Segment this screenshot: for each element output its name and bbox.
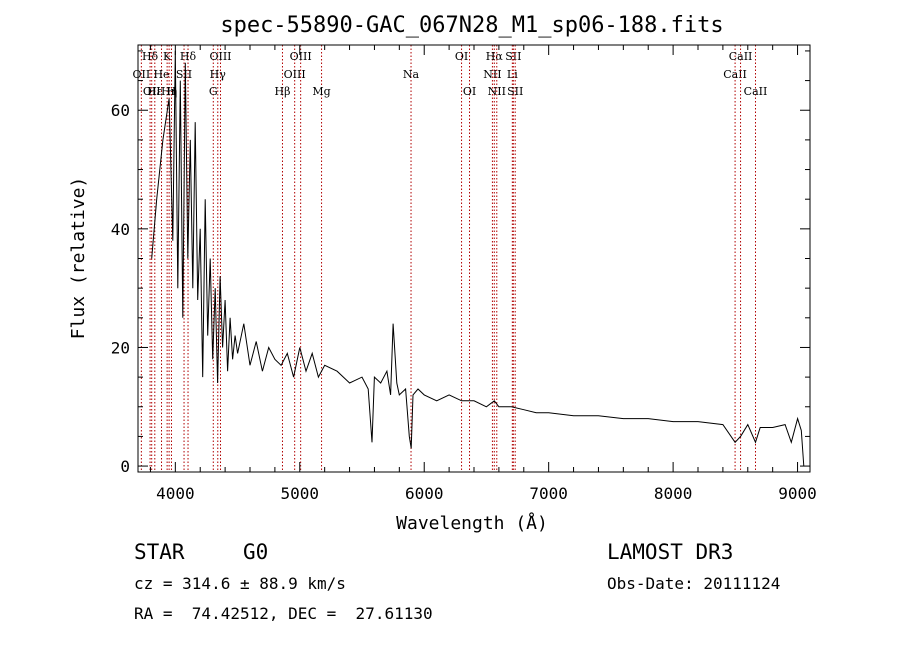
line-label-7: H [167, 85, 177, 98]
line-label-13: Hβ [275, 85, 291, 98]
line-label-10: G [209, 85, 218, 98]
line-label-8: SII [176, 68, 192, 81]
line-label-0: OII [133, 68, 151, 81]
y-tick-label: 0 [120, 457, 130, 476]
y-tick-label: 40 [111, 220, 130, 239]
line-label-6: Hη [161, 85, 177, 98]
line-label-9: Hδ [180, 50, 197, 63]
line-label-1: Hδ [142, 50, 159, 63]
line-label-22: NII [488, 85, 506, 98]
line-label-2: OII [143, 85, 161, 98]
line-label-15: OIII [290, 50, 312, 63]
spectrum-line [151, 50, 805, 467]
line-label-28: CaII [744, 85, 768, 98]
y-tick-label: 20 [111, 338, 130, 357]
line-label-12: OIII [209, 50, 231, 63]
plot-frame [137, 44, 811, 473]
x-tick-label: 6000 [405, 484, 444, 503]
x-tick-label: 9000 [778, 484, 817, 503]
line-label-17: Na [403, 68, 420, 81]
line-label-25: SII [507, 85, 523, 98]
x-tick-label: 4000 [156, 484, 195, 503]
y-axis-label: Flux (relative) [68, 177, 89, 340]
line-label-27: CaII [729, 50, 753, 63]
y-tick-label: 60 [111, 101, 130, 120]
line-label-21: Hα [486, 50, 504, 63]
line-label-20: NII [483, 68, 501, 81]
line-label-18: OI [455, 50, 468, 63]
line-label-4: He [153, 68, 169, 81]
x-axis: 4000 5000 6000 7000 8000 9000 [149, 45, 817, 503]
x-tick-label: 7000 [529, 484, 568, 503]
line-label-24: SII [505, 50, 521, 63]
observation-date: Obs-Date: 20111124 [607, 574, 781, 593]
redshift-velocity: cz = 314.6 ± 88.9 km/s [134, 574, 346, 593]
line-label-14: OIII [284, 68, 306, 81]
line-label-5: K [163, 50, 172, 63]
x-tick-label: 5000 [281, 484, 320, 503]
survey-name: LAMOST DR3 [607, 540, 734, 564]
line-label-26: CaII [723, 68, 747, 81]
object-subclass: G0 [243, 540, 269, 564]
y-axis: 0 20 40 60 [111, 50, 810, 476]
x-tick-label: 8000 [654, 484, 693, 503]
line-label-19: OI [463, 85, 476, 98]
chart-title: spec-55890-GAC_067N28_M1_sp06-188.fits [220, 13, 723, 38]
line-label-11: Hγ [210, 68, 227, 81]
x-axis-label: Wavelength (Å) [396, 512, 548, 534]
coordinates: RA = 74.42512, DEC = 27.61130 [134, 604, 433, 623]
line-label-16: Mg [312, 85, 330, 98]
object-class: STAR [134, 540, 185, 564]
line-label-3: Hε [147, 85, 163, 98]
spectral-line-markers: OIIHδOIIHεHeKHηHSIIHδGHγOIIIHβOIIIOIIIMg… [133, 45, 768, 472]
line-label-23: Li [507, 68, 518, 81]
